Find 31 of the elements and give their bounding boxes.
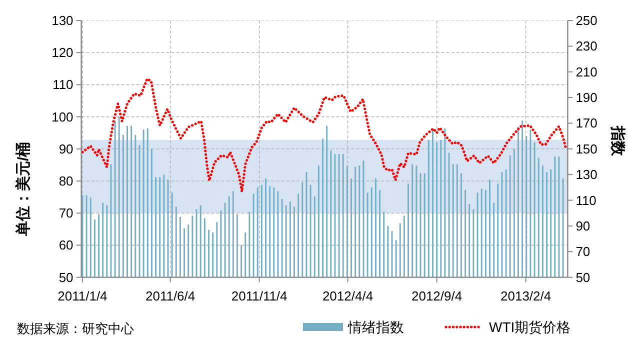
y2-tick-label: 170 [576, 116, 598, 131]
y-tick-label: 70 [58, 206, 74, 221]
legend-label: 情绪指数 [347, 319, 404, 335]
y-tick-label: 130 [52, 13, 74, 28]
x-tick-label: 2011/1/4 [58, 288, 108, 304]
y2-tick-label: 190 [576, 90, 598, 106]
x-tick-label: 2012/4/4 [322, 288, 374, 304]
y2-tick-label: 110 [576, 192, 596, 208]
y-tick-label: 110 [52, 77, 74, 92]
y2-tick-label: 70 [576, 244, 590, 260]
y2-tick-label: 210 [576, 64, 598, 80]
y2-tick-label: 50 [576, 270, 590, 285]
y2-tick-label: 230 [576, 38, 598, 54]
x-tick-label: 2013/2/4 [500, 288, 552, 304]
y2-tick-label: 130 [576, 167, 598, 182]
y-tick-label: 100 [52, 109, 74, 124]
y2-tick-label: 90 [576, 218, 590, 234]
y-tick-label: 80 [58, 174, 74, 188]
legend-label: WTI期货价格 [489, 319, 571, 335]
y-axis-title: 单位：美元/桶 [14, 142, 32, 237]
source-note: 数据来源：研究中心 [17, 321, 134, 336]
y2-axis-title: 指数 [609, 124, 626, 157]
y-tick-label: 90 [58, 141, 74, 156]
x-tick-label: 2011/11/4 [231, 288, 288, 304]
x-tick-label: 2011/6/4 [146, 288, 196, 304]
y2-tick-label: 250 [576, 13, 598, 28]
x-tick-label: 2012/9/4 [411, 288, 462, 304]
y2-tick-label: 150 [576, 141, 598, 156]
y-tick-label: 120 [52, 45, 74, 60]
y-tick-label: 50 [58, 270, 74, 285]
y-tick-label: 60 [58, 238, 74, 253]
